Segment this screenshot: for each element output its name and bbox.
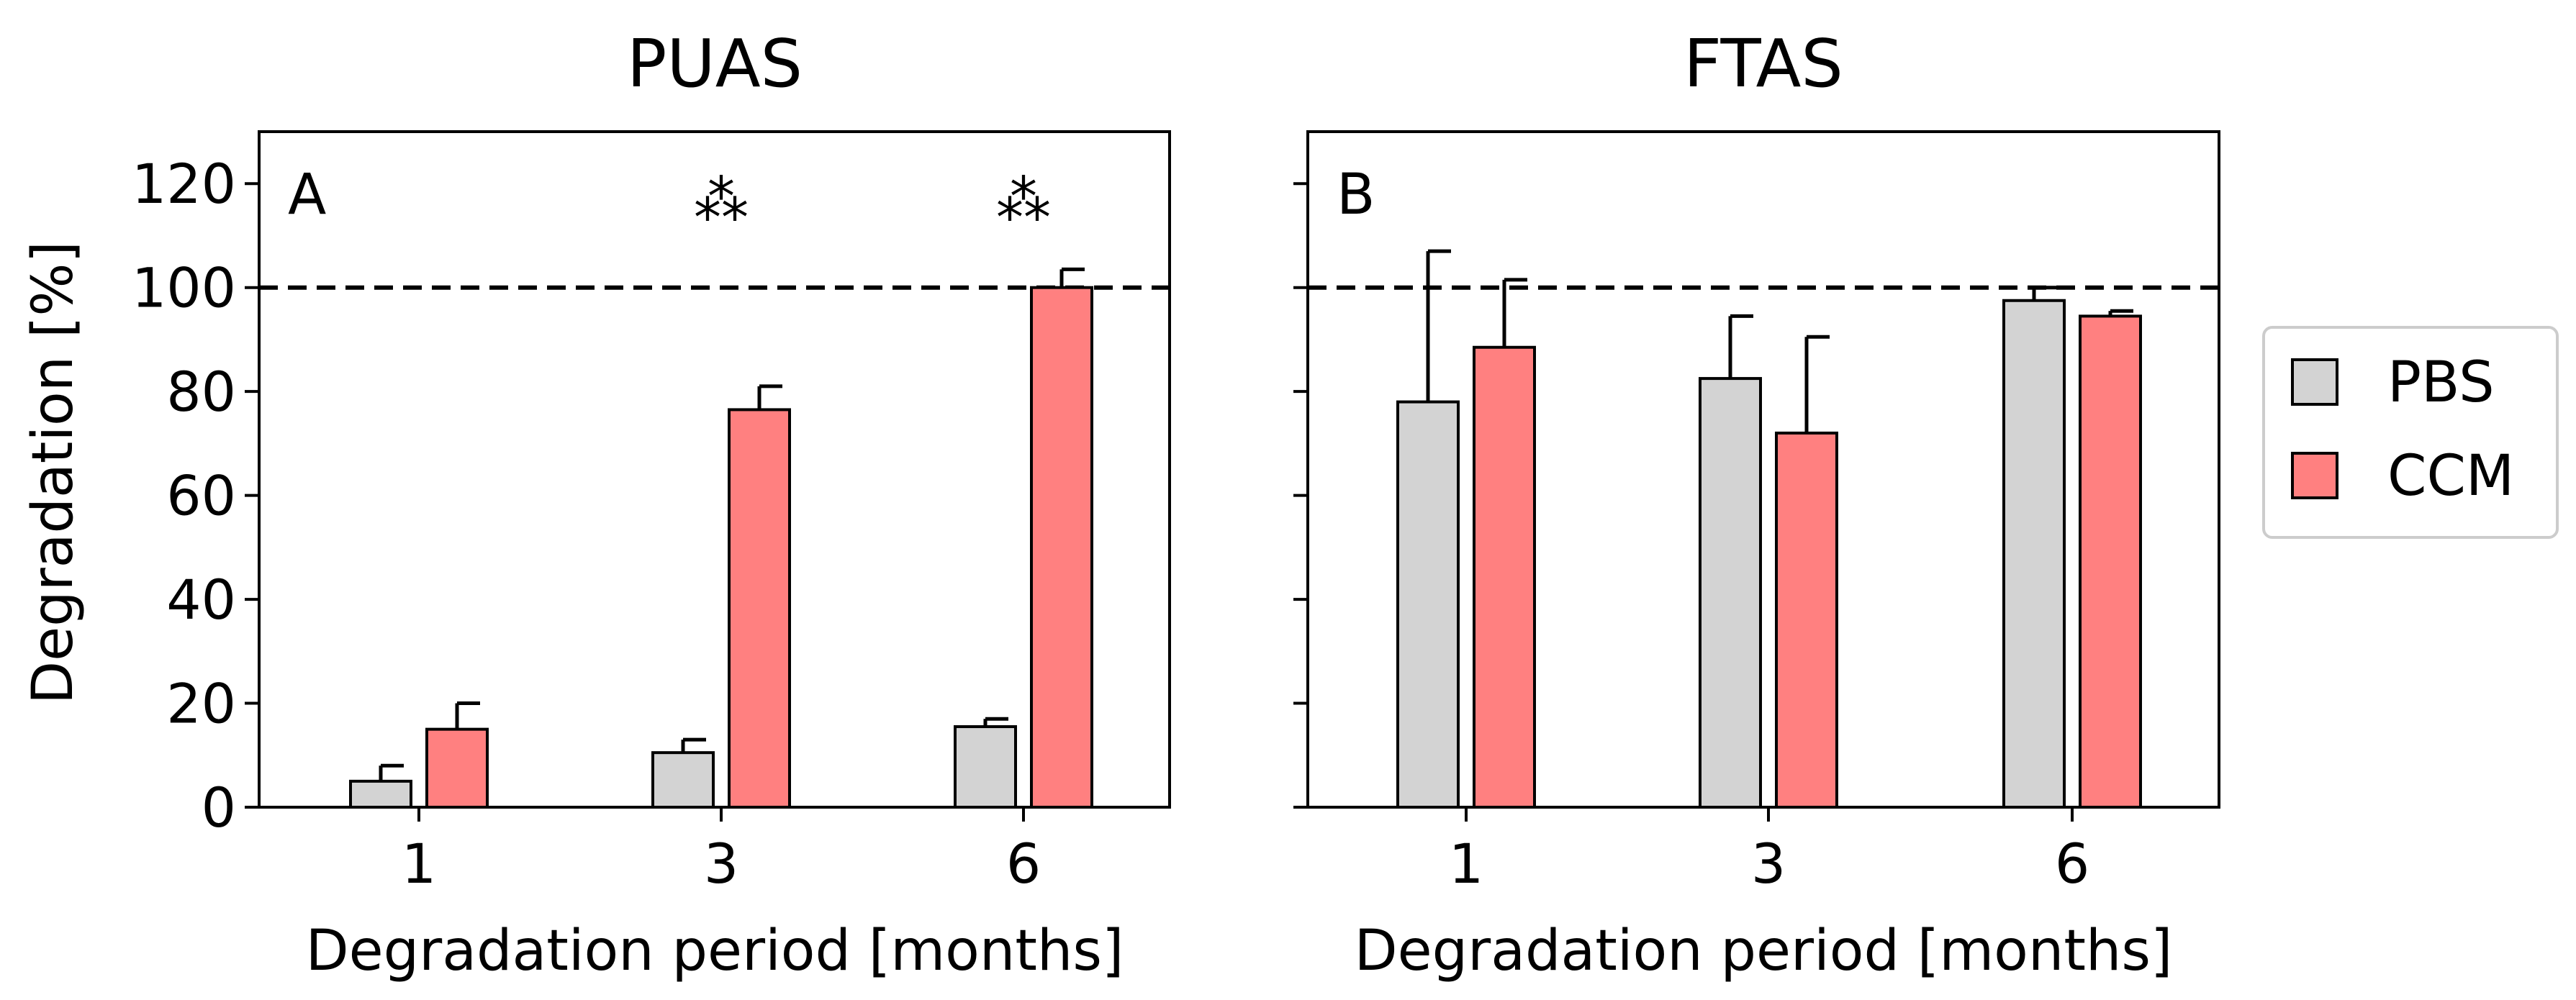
- y-tick-label: 40: [166, 568, 236, 632]
- bar-ccm: [1030, 286, 1093, 809]
- x-axis-label: Degradation period [months]: [1355, 919, 2173, 983]
- legend-swatch-pbs: [2291, 358, 2338, 406]
- panel-letter: B: [1337, 163, 1375, 227]
- significance-marker: ⁂: [996, 168, 1051, 232]
- x-axis-label: Degradation period [months]: [306, 919, 1124, 983]
- bar-pbs: [1699, 377, 1762, 809]
- panel-title: PUAS: [627, 25, 803, 102]
- axis-frame: [258, 130, 1171, 809]
- axis-frame: [1306, 130, 2220, 809]
- bar-pbs: [2002, 299, 2066, 809]
- y-tick-label: 0: [202, 776, 236, 840]
- panel-a: PUAS A Degradation period [months] Degra…: [21, 25, 1171, 983]
- x-tick-label: 6: [1006, 832, 1041, 896]
- y-tick-label: 20: [166, 672, 236, 736]
- y-tick-label: 100: [132, 256, 236, 320]
- bar-ccm: [1473, 345, 1536, 809]
- bar-pbs: [349, 779, 412, 809]
- y-tick-label: 80: [166, 360, 236, 424]
- y-tick-label: 120: [132, 152, 236, 216]
- legend-label-ccm: CCM: [2387, 444, 2514, 509]
- x-tick-label: 3: [1751, 832, 1786, 896]
- x-tick-label: 1: [402, 832, 436, 896]
- bar-pbs: [954, 725, 1017, 809]
- panel-b-marks: 1 3 6: [1293, 130, 2220, 896]
- x-tick-label: 6: [2055, 832, 2089, 896]
- panel-title: FTAS: [1684, 25, 1843, 102]
- y-tick-label: 60: [166, 464, 236, 528]
- bar-ccm: [2079, 314, 2142, 809]
- significance-marker: ⁂: [694, 168, 749, 232]
- bar-ccm: [425, 727, 489, 809]
- bar-pbs: [651, 751, 715, 809]
- bar-ccm: [728, 408, 791, 809]
- x-tick-label: 1: [1449, 832, 1483, 896]
- legend-label-pbs: PBS: [2387, 350, 2495, 415]
- bar-pbs: [1396, 400, 1460, 809]
- x-tick-label: 3: [704, 832, 738, 896]
- legend: PBS CCM: [2262, 326, 2559, 539]
- panel-a-marks: 0 20 40 60 80 100 120 1 3 6 ⁂ ⁂: [132, 130, 1171, 896]
- panel-letter: A: [288, 163, 326, 227]
- legend-swatch-ccm: [2291, 452, 2338, 499]
- y-axis-label: Degradation [%]: [21, 241, 86, 704]
- bar-ccm: [1775, 431, 1838, 809]
- panel-b: FTAS B Degradation period [months] 1 3 6: [1293, 25, 2220, 983]
